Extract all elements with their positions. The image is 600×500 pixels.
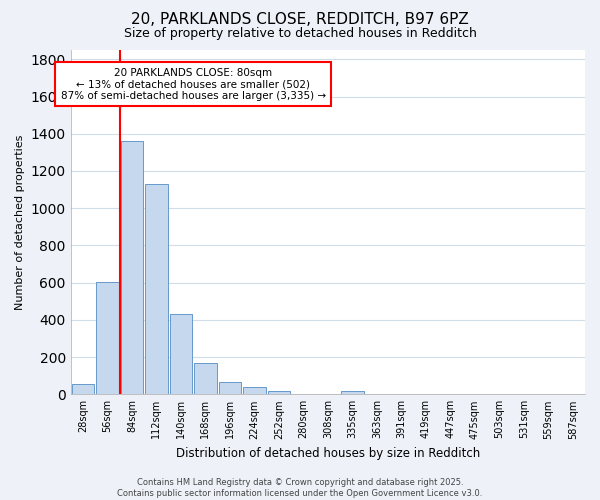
X-axis label: Distribution of detached houses by size in Redditch: Distribution of detached houses by size … <box>176 447 480 460</box>
Bar <box>96 282 119 395</box>
Text: Size of property relative to detached houses in Redditch: Size of property relative to detached ho… <box>124 28 476 40</box>
Bar <box>218 382 241 394</box>
Bar <box>71 384 94 394</box>
Text: Contains HM Land Registry data © Crown copyright and database right 2025.
Contai: Contains HM Land Registry data © Crown c… <box>118 478 482 498</box>
Text: 20, PARKLANDS CLOSE, REDDITCH, B97 6PZ: 20, PARKLANDS CLOSE, REDDITCH, B97 6PZ <box>131 12 469 28</box>
Bar <box>121 141 143 395</box>
Bar <box>341 390 364 394</box>
Bar <box>145 184 167 394</box>
Text: 20 PARKLANDS CLOSE: 80sqm
← 13% of detached houses are smaller (502)
87% of semi: 20 PARKLANDS CLOSE: 80sqm ← 13% of detac… <box>61 68 326 101</box>
Bar <box>170 314 192 394</box>
Bar <box>268 390 290 394</box>
Y-axis label: Number of detached properties: Number of detached properties <box>15 134 25 310</box>
Bar <box>243 387 266 394</box>
Bar <box>194 362 217 394</box>
